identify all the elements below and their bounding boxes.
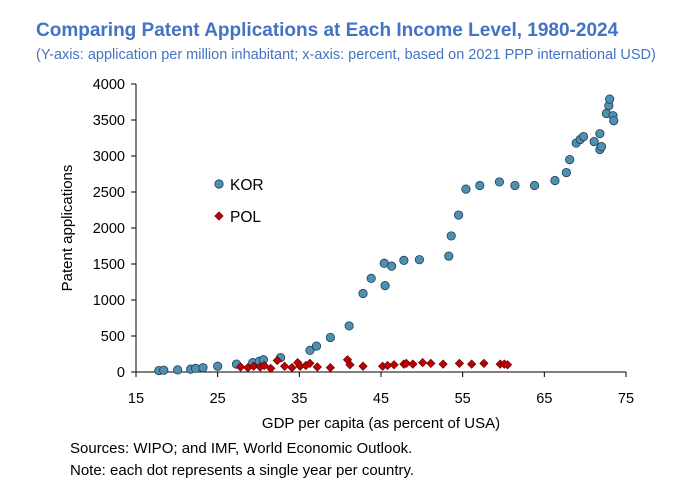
y-axis-label: Patent applications [59, 165, 76, 292]
y-tick-label: 1000 [93, 293, 125, 309]
footnote: Note: each dot represents a single year … [70, 462, 415, 479]
legend: KOR POL [214, 177, 264, 226]
kor-point [550, 175, 560, 186]
kor-point [578, 131, 589, 142]
pol-point [305, 358, 315, 368]
kor-point [213, 361, 223, 371]
pol-point [312, 362, 322, 372]
pol-point [248, 361, 259, 371]
kor-point [198, 363, 208, 373]
kor-point [461, 184, 471, 194]
kor-point [387, 261, 397, 271]
pol-point [426, 358, 436, 368]
pol-point [401, 358, 411, 368]
pol-point [454, 358, 465, 368]
kor-point [595, 129, 605, 139]
legend-label-kor: KOR [230, 177, 264, 194]
legend-marker-kor [214, 179, 224, 189]
pol-point [272, 355, 282, 366]
x-tick-label: 75 [618, 391, 634, 407]
pol-point [438, 359, 448, 369]
y-tick-label: 0 [117, 365, 125, 381]
kor-point [305, 345, 315, 355]
y-tick-label: 2000 [93, 221, 125, 237]
data-points [154, 94, 619, 376]
kor-point [529, 180, 540, 191]
pol-point [280, 361, 290, 371]
kor-point [605, 94, 615, 104]
kor-point [173, 365, 183, 375]
pol-point [325, 363, 335, 373]
y-tick-label: 3000 [93, 149, 125, 165]
y-tick-label: 2500 [93, 185, 125, 201]
tick-labels: 0 500 1000 1500 2000 2500 3000 3500 4000 15 25 35 45… [93, 77, 634, 407]
kor-point [510, 180, 520, 191]
kor-point [589, 137, 599, 147]
pol-point [235, 362, 246, 372]
x-tick-label: 45 [373, 391, 389, 407]
pol-point [345, 360, 355, 370]
kor-point [399, 255, 409, 265]
x-tick-label: 25 [210, 391, 226, 407]
legend-marker-pol [214, 211, 224, 221]
kor-point [609, 116, 619, 126]
kor-point [380, 280, 390, 291]
kor-point [565, 155, 575, 165]
pol-point [418, 358, 428, 368]
series-pol [235, 355, 513, 374]
pol-point [266, 363, 276, 374]
axes [131, 83, 627, 377]
pol-point [287, 363, 297, 373]
x-tick-label: 65 [536, 391, 552, 407]
y-tick-label: 500 [101, 329, 125, 345]
legend-label-pol: POL [230, 209, 261, 226]
kor-point [453, 210, 464, 220]
kor-point [494, 177, 505, 187]
pol-point [259, 360, 269, 371]
chart-subtitle: (Y-axis: application per million inhabit… [36, 47, 656, 63]
kor-point [366, 273, 376, 283]
pol-point [389, 360, 399, 370]
kor-point [344, 321, 354, 331]
pol-point [467, 359, 477, 369]
kor-point [561, 167, 571, 178]
pol-point [502, 360, 513, 370]
x-axis-label: GDP per capita (as percent of USA) [262, 415, 500, 432]
pol-point [408, 359, 418, 369]
x-tick-label: 55 [455, 391, 471, 407]
kor-point [414, 255, 424, 265]
y-tick-label: 1500 [93, 257, 125, 273]
series-kor [154, 94, 619, 376]
kor-point [475, 180, 485, 191]
kor-point [446, 231, 456, 241]
y-tick-label: 4000 [93, 77, 125, 93]
kor-point [596, 142, 607, 152]
x-tick-label: 35 [291, 391, 307, 407]
pol-point [358, 361, 368, 371]
chart-title: Comparing Patent Applications at Each In… [36, 20, 619, 41]
kor-point [311, 341, 322, 351]
pol-point [479, 358, 489, 368]
y-tick-label: 3500 [93, 113, 125, 129]
sources-note: Sources: WIPO; and IMF, World Economic O… [70, 440, 413, 457]
kor-point [159, 365, 169, 375]
kor-point [325, 332, 335, 343]
kor-point [358, 288, 368, 299]
kor-point [444, 251, 454, 261]
x-tick-label: 15 [128, 391, 144, 407]
